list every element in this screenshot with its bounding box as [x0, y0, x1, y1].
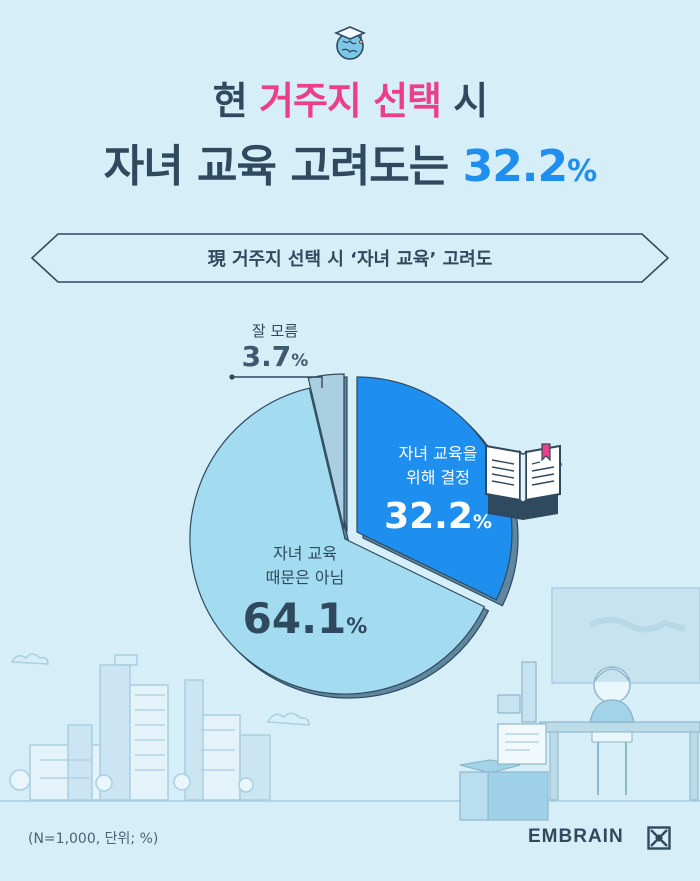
label-not-line1: 자녀 교육 [273, 544, 337, 563]
label-decided-line1: 자녀 교육을 [398, 444, 478, 463]
brand-logo-text: EMBRAIN [528, 826, 624, 847]
label-unknown-name: 잘 모름 [251, 322, 299, 340]
headline-highlight: 거주지 선택 [258, 79, 442, 123]
label-decided-line2: 위해 결정 [406, 468, 470, 487]
label-not-line2: 때문은 아님 [265, 568, 345, 587]
headline-2-prefix: 자녀 교육 고려도는 [103, 141, 463, 192]
subtitle-banner [30, 233, 670, 283]
pie-slice-unknown [307, 373, 345, 530]
label-unknown: 잘 모름 3.7% [230, 320, 320, 377]
label-decided: 자녀 교육을 위해 결정 32.2% [378, 440, 498, 537]
embrain-logo-icon [647, 826, 671, 850]
graduation-cap-globe-icon [333, 26, 367, 60]
headline-suffix: 시 [441, 79, 488, 123]
headline-2-unit: % [567, 154, 597, 189]
open-book-icon [483, 443, 563, 520]
chart-subtitle: 現 거주지 선택 시 ‘자녀 교육’ 고려도 [207, 249, 493, 270]
footnote: (N=1,000, 단위; %) [28, 831, 159, 847]
headline-prefix: 현 [212, 79, 259, 123]
label-decided-value: 32.2% [384, 496, 492, 537]
label-not: 자녀 교육 때문은 아님 64.1% [240, 540, 370, 643]
headline-line-2: 자녀 교육 고려도는 32.2% [0, 130, 700, 194]
headline-2-value: 32.2 [462, 141, 569, 192]
pie-slice-not-for-education [189, 387, 486, 695]
label-not-value: 64.1% [242, 594, 368, 643]
label-unknown-value: 3.7% [241, 340, 309, 373]
headline-line-1: 현 거주지 선택 시 [0, 70, 700, 125]
